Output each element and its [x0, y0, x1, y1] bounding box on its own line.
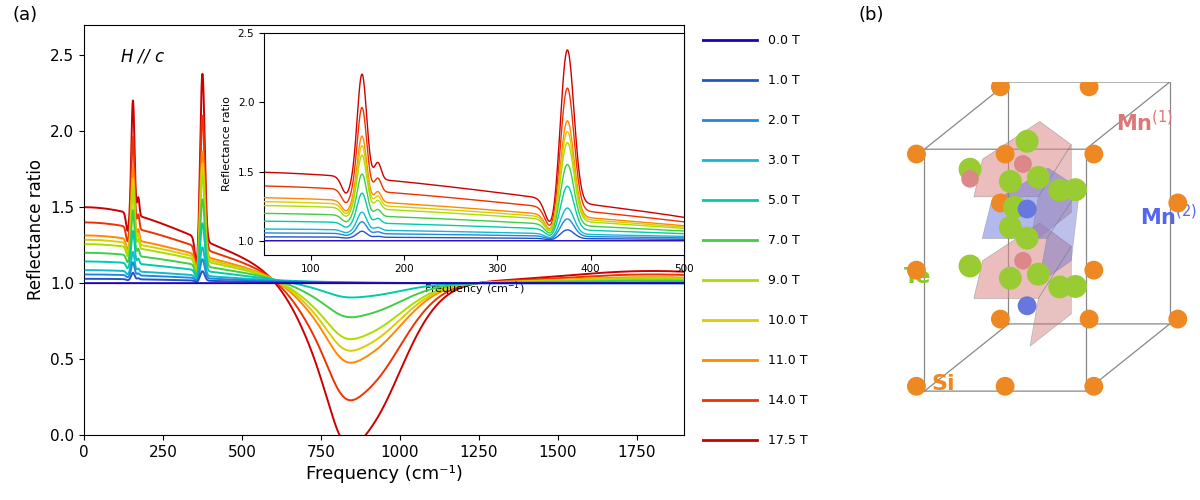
Circle shape	[1064, 276, 1086, 297]
Circle shape	[959, 158, 980, 180]
Text: 11.0 T: 11.0 T	[768, 354, 808, 366]
Circle shape	[1085, 146, 1103, 163]
Y-axis label: Reflectance ratio: Reflectance ratio	[26, 160, 44, 300]
Circle shape	[1027, 166, 1049, 188]
Text: 9.0 T: 9.0 T	[768, 274, 799, 286]
Text: 14.0 T: 14.0 T	[768, 394, 808, 406]
Circle shape	[991, 194, 1009, 212]
Text: Si: Si	[931, 374, 955, 394]
Circle shape	[991, 78, 1009, 96]
Circle shape	[1085, 378, 1103, 395]
Circle shape	[962, 171, 978, 187]
Text: 1.0 T: 1.0 T	[768, 74, 799, 86]
Text: (b): (b)	[858, 6, 883, 24]
Polygon shape	[1030, 246, 1072, 346]
Text: 3.0 T: 3.0 T	[768, 154, 799, 166]
Circle shape	[1169, 194, 1187, 212]
X-axis label: Frequency (cm⁻¹): Frequency (cm⁻¹)	[306, 466, 462, 483]
Circle shape	[1015, 252, 1031, 269]
Circle shape	[1019, 200, 1036, 218]
Polygon shape	[974, 223, 1072, 298]
Circle shape	[907, 262, 925, 279]
Circle shape	[1004, 196, 1025, 218]
Circle shape	[1015, 156, 1031, 172]
Circle shape	[1064, 179, 1086, 201]
Polygon shape	[1030, 144, 1072, 244]
Circle shape	[991, 310, 1009, 328]
Text: Mn$^{(2)}$: Mn$^{(2)}$	[1140, 204, 1196, 229]
Circle shape	[1049, 180, 1070, 201]
Circle shape	[1019, 297, 1036, 314]
Circle shape	[1080, 78, 1098, 96]
Circle shape	[1000, 268, 1021, 289]
Text: Te: Te	[905, 267, 931, 287]
Circle shape	[1016, 130, 1038, 152]
Text: 2.0 T: 2.0 T	[768, 114, 799, 126]
Text: 17.5 T: 17.5 T	[768, 434, 808, 446]
Circle shape	[1000, 216, 1021, 238]
Circle shape	[1049, 276, 1070, 297]
Polygon shape	[1038, 188, 1080, 284]
Circle shape	[959, 255, 980, 276]
Circle shape	[996, 378, 1014, 395]
Circle shape	[1015, 156, 1031, 172]
Circle shape	[907, 378, 925, 395]
Circle shape	[1000, 170, 1021, 192]
Text: 7.0 T: 7.0 T	[768, 234, 799, 246]
Circle shape	[907, 146, 925, 163]
Circle shape	[1016, 228, 1038, 249]
Text: Mn$^{(1)}$: Mn$^{(1)}$	[1116, 110, 1174, 135]
Circle shape	[1027, 264, 1049, 285]
Polygon shape	[974, 122, 1072, 197]
Circle shape	[1085, 262, 1103, 279]
Text: $H$ // $c$: $H$ // $c$	[120, 48, 166, 66]
Text: 5.0 T: 5.0 T	[768, 194, 799, 206]
Circle shape	[1080, 310, 1098, 328]
Text: (a): (a)	[12, 6, 37, 24]
Circle shape	[1169, 310, 1187, 328]
Circle shape	[996, 146, 1014, 163]
Text: 10.0 T: 10.0 T	[768, 314, 808, 326]
Polygon shape	[983, 168, 1080, 238]
Text: 0.0 T: 0.0 T	[768, 34, 799, 46]
